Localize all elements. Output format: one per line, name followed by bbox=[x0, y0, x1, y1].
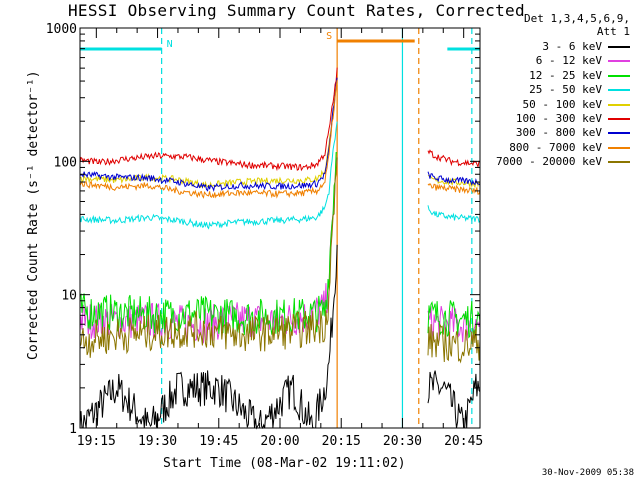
x-tick-label-0: 19:15 bbox=[77, 434, 116, 449]
legend-entry-8: 7000 - 20000 keV bbox=[496, 155, 630, 169]
legend-entry-5: 100 - 300 keV bbox=[516, 112, 630, 126]
flag-letter-0: N bbox=[167, 39, 173, 50]
series-line-7-0 bbox=[79, 80, 338, 199]
y-tick-label-3: 1000 bbox=[46, 22, 77, 37]
series-line-6-1 bbox=[427, 171, 481, 187]
footer-timestamp: 30-Nov-2009 05:38 bbox=[541, 468, 634, 478]
x-tick-label-5: 20:30 bbox=[383, 434, 422, 449]
series-line-0-1 bbox=[427, 370, 481, 429]
legend-label-6: 300 - 800 keV bbox=[515, 126, 602, 140]
legend-label-4: 50 - 100 keV bbox=[522, 97, 602, 111]
y-axis-label: Corrected Count Rate (s⁻¹ detector⁻¹) bbox=[26, 70, 41, 360]
x-tick-label-3: 20:00 bbox=[260, 434, 299, 449]
series-line-1-0 bbox=[79, 156, 338, 344]
legend-swatch-0 bbox=[608, 46, 630, 48]
x-tick-label-2: 19:45 bbox=[199, 434, 238, 449]
legend-header-line-2: Att 1 bbox=[596, 25, 630, 38]
legend-swatch-6 bbox=[608, 132, 630, 135]
series-line-5-0 bbox=[79, 67, 338, 172]
legend-entry-7: 800 - 7000 keV bbox=[509, 141, 630, 155]
series-line-3-1 bbox=[427, 205, 481, 223]
flag-letter-2: S bbox=[326, 31, 332, 42]
legend-label-1: 6 - 12 keV bbox=[535, 54, 602, 68]
legend-label-3: 25 - 50 keV bbox=[529, 83, 602, 97]
legend-swatch-7 bbox=[608, 146, 630, 149]
legend-label-7: 800 - 7000 keV bbox=[509, 140, 602, 154]
x-tick-label-4: 20:15 bbox=[322, 434, 361, 449]
series-line-2-1 bbox=[427, 300, 481, 339]
y-tick-label-0: 1 bbox=[69, 422, 77, 437]
series-line-5-1 bbox=[427, 149, 481, 169]
legend-swatch-2 bbox=[608, 74, 630, 77]
series-line-6-0 bbox=[79, 77, 338, 192]
legend-swatch-8 bbox=[608, 161, 630, 164]
y-tick-label-2: 100 bbox=[54, 155, 77, 170]
legend-entry-0: 3 - 6 keV bbox=[542, 40, 630, 54]
y-tick-label-1: 10 bbox=[61, 289, 77, 304]
plot-frame bbox=[79, 27, 481, 429]
series-line-0-0 bbox=[79, 244, 338, 430]
legend-swatch-5 bbox=[608, 118, 630, 120]
legend-entry-1: 6 - 12 keV bbox=[536, 54, 630, 68]
legend-header: Det 1,3,4,5,6,9, Att 1 bbox=[524, 12, 630, 38]
legend-label-8: 7000 - 20000 keV bbox=[496, 155, 602, 169]
legend-entry-2: 12 - 25 keV bbox=[529, 69, 630, 83]
series-line-8-0 bbox=[79, 157, 338, 358]
x-tick-label-1: 19:30 bbox=[138, 434, 177, 449]
legend-entry-4: 50 - 100 keV bbox=[523, 98, 630, 112]
series-line-7-1 bbox=[427, 182, 481, 195]
x-tick-label-6: 20:45 bbox=[444, 434, 483, 449]
legend-swatch-3 bbox=[608, 89, 630, 92]
series-line-8-1 bbox=[427, 323, 481, 364]
legend-entry-3: 25 - 50 keV bbox=[529, 83, 630, 97]
legend-swatch-4 bbox=[608, 103, 630, 106]
legend-label-5: 100 - 300 keV bbox=[515, 112, 602, 125]
legend-header-line-1: Det 1,3,4,5,6,9, bbox=[524, 12, 630, 25]
series-line-3-0 bbox=[79, 121, 338, 230]
series-line-2-0 bbox=[79, 151, 338, 336]
x-axis-label: Start Time (08-Mar-02 19:11:02) bbox=[163, 456, 406, 471]
legend-label-0: 3 - 6 keV bbox=[542, 40, 602, 53]
series-line-4-0 bbox=[79, 83, 338, 189]
chart-title: HESSI Observing Summary Count Rates, Cor… bbox=[68, 1, 525, 20]
legend-label-2: 12 - 25 keV bbox=[529, 68, 602, 82]
legend-swatch-1 bbox=[608, 60, 630, 63]
legend-entry-6: 300 - 800 keV bbox=[516, 126, 630, 140]
